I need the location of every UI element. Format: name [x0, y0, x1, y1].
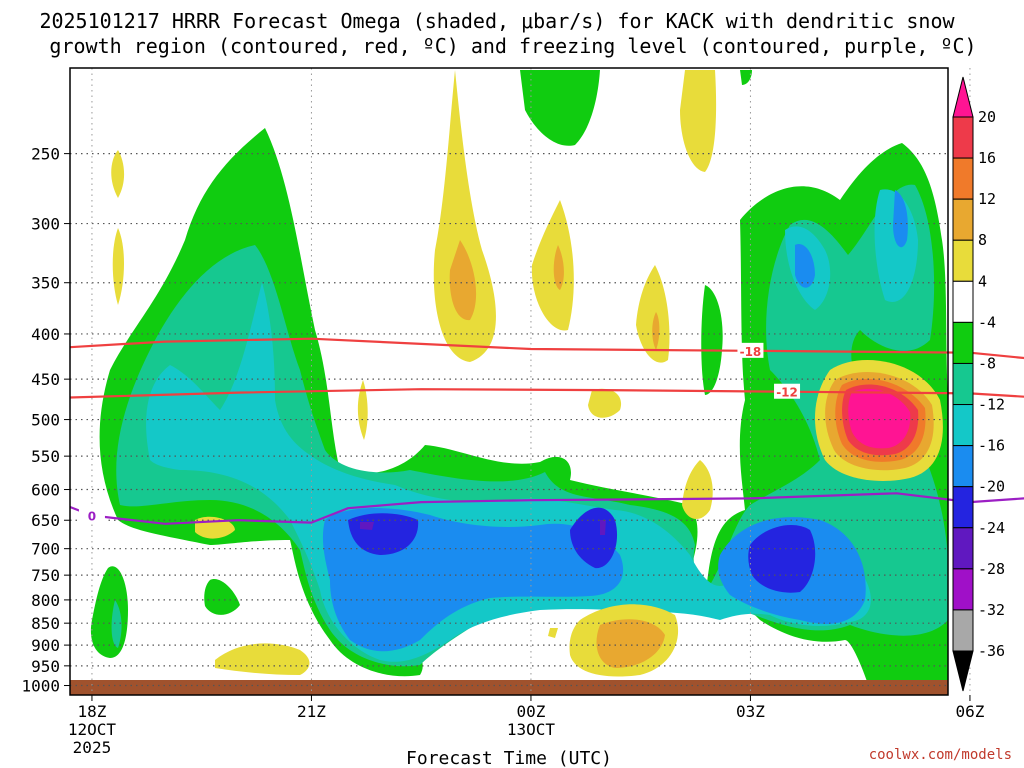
colorbar-swatch-12 [952, 609, 974, 652]
colorbar-swatch-9 [952, 486, 974, 529]
y-tick-label-350: 350 [31, 274, 60, 293]
y-tick-label-300: 300 [31, 215, 60, 234]
omega-region-magenta-right [848, 388, 911, 449]
grid [70, 68, 971, 695]
x-tick-label-18Z: 18Z [77, 702, 106, 721]
y-tick-label-250: 250 [31, 145, 60, 164]
omega-shading [90, 70, 948, 690]
colorbar-swatch-7 [952, 404, 974, 447]
colorbar-bottom-arrow [952, 650, 974, 692]
y-tick-label-550: 550 [31, 447, 60, 466]
colorbar-swatch-2 [952, 198, 974, 241]
x-tick-label-00Z: 00Z [516, 702, 545, 721]
y-tick-label-900: 900 [31, 636, 60, 655]
colorbar-swatch-10 [952, 527, 974, 570]
chart-title-line2: growth region (contoured, red, ºC) and f… [49, 34, 976, 58]
omega-region-yellow [111, 70, 717, 677]
contour-line-dgz-top [69, 337, 1024, 360]
y-tick-label-400: 400 [31, 325, 60, 344]
y-tick-label-700: 700 [31, 540, 60, 559]
colorbar-swatch-3 [952, 239, 974, 282]
colorbar-label-4: 4 [978, 272, 987, 290]
contour-label-freezing-level-0: 0 [88, 509, 96, 523]
colorbar: 20 16 12 8 4 -4 -8 -12 -16 -20 -24 -28 -32 -36 [952, 76, 1005, 692]
colorbar-label-12: -32 [978, 601, 1005, 619]
colorbar-swatch-4 [952, 280, 974, 323]
x-tick-label-03Z: 03Z [736, 702, 765, 721]
omega-region-green-lowleft [90, 566, 240, 658]
omega-region-orange [449, 240, 665, 668]
x-tick-label-06Z: 06Z [955, 702, 984, 721]
colorbar-swatch-8 [952, 445, 974, 488]
contour-label-dgz-bottom-0: -12 [776, 386, 798, 400]
colorbar-swatch-5 [952, 321, 974, 364]
contour-line-dgz-bottom [69, 388, 1024, 399]
omega-region-green-top [520, 70, 752, 146]
y-tick-label-600: 600 [31, 481, 60, 500]
colorbar-label-13: -36 [978, 642, 1005, 660]
y-tick-label-850: 850 [31, 614, 60, 633]
contour-label-dgz-top-0: -18 [740, 345, 762, 359]
y-tick-label-650: 650 [31, 511, 60, 530]
x-tick-date-18Z: 12OCT [68, 720, 117, 739]
colorbar-label-10: -24 [978, 519, 1005, 537]
y-tick-label-750: 750 [31, 566, 60, 585]
colorbar-label-3: 8 [978, 231, 987, 249]
colorbar-label-6: -8 [978, 354, 996, 372]
y-tick-label-500: 500 [31, 411, 60, 430]
colorbar-label-2: 12 [978, 190, 996, 208]
omega-region-green-mid [701, 285, 723, 395]
contour-label-bg-dgz-bottom-0 [774, 383, 801, 399]
y-tick-label-1000: 1000 [21, 677, 60, 696]
ground-strip [70, 680, 948, 695]
contour-label-bg-freezing-level-0 [78, 507, 105, 523]
plot-frame [69, 67, 949, 696]
colorbar-swatch-1 [952, 157, 974, 200]
x-axis: 18Z12OCT202521Z00Z13OCT03Z06Z09Z [68, 695, 985, 757]
colorbar-swatch-6 [952, 362, 974, 406]
y-tick-label-450: 450 [31, 370, 60, 389]
y-axis: 250 300 350 400 450 500 550 600 650 700 750 800 850 9… [21, 145, 70, 696]
colorbar-swatch-11 [952, 568, 974, 611]
colorbar-label-5: -4 [978, 313, 996, 331]
colorbar-label-8: -16 [978, 437, 1005, 455]
x-tick-date-00Z: 13OCT [507, 720, 556, 739]
omega-region-cyan-upper [785, 189, 918, 310]
contour-label-bg-dgz-top-0 [737, 342, 764, 358]
omega-region-dark-blue [348, 507, 816, 593]
credit-text: coolwx.com/models [869, 747, 1012, 763]
x-tick-year-18Z: 2025 [73, 738, 112, 757]
omega-region-teal-lowleft [111, 600, 122, 648]
colorbar-swatch-0 [952, 116, 974, 159]
colorbar-label-0: 20 [978, 108, 996, 126]
x-axis-label: Forecast Time (UTC) [406, 748, 612, 768]
y-tick-label-800: 800 [31, 591, 60, 610]
contours: -18-18-12-1200 [69, 337, 1024, 525]
y-tick-label-950: 950 [31, 657, 60, 676]
x-tick-label-21Z: 21Z [297, 702, 326, 721]
colorbar-label-7: -12 [978, 396, 1005, 414]
colorbar-label-11: -28 [978, 560, 1005, 578]
colorbar-label-1: 16 [978, 149, 996, 167]
colorbar-label-9: -20 [978, 478, 1005, 496]
contour-line-freezing-level [69, 492, 1024, 525]
chart-title-line1: 2025101217 HRRR Forecast Omega (shaded, … [39, 9, 955, 33]
